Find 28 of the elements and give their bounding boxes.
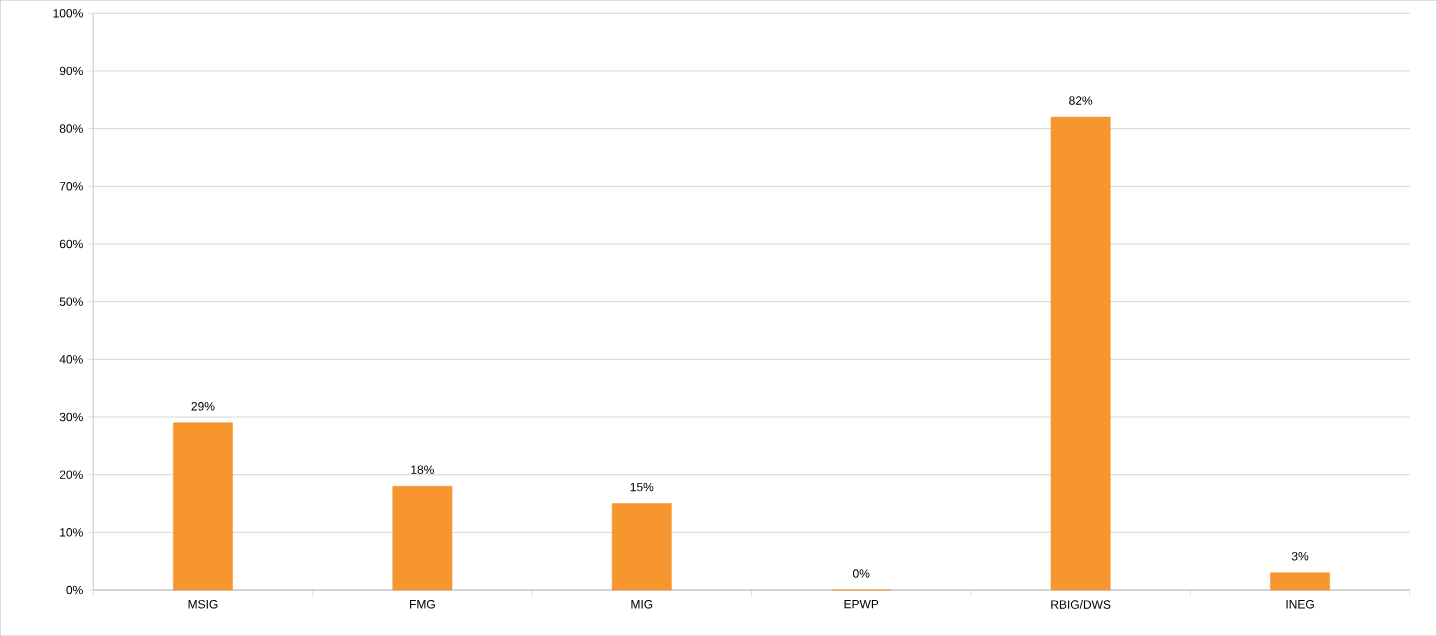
data-label: 0% (852, 569, 870, 578)
data-label: 18% (411, 465, 434, 474)
data-label: 3% (1291, 551, 1309, 561)
data-label: 15% (630, 482, 654, 492)
bar (611, 503, 672, 591)
y-tick-label: 70% (59, 181, 83, 191)
x-tick-label: RBIG/DWS (1051, 599, 1111, 609)
y-tick-label: 90% (59, 66, 83, 76)
y-tick-label: 40% (59, 354, 83, 364)
y-tick-label: 80% (59, 124, 83, 133)
bar (392, 485, 453, 591)
y-tick-label: 0% (66, 585, 83, 595)
y-tick-label: 60% (59, 239, 83, 249)
x-tick-label: FMG (410, 599, 435, 609)
data-label: 82% (1069, 96, 1093, 105)
x-tick-label: MIG (631, 599, 653, 609)
bar (173, 422, 233, 591)
y-tick-label: 50% (59, 297, 83, 306)
x-tick-label: MSIG (188, 599, 218, 609)
bar (1270, 572, 1330, 591)
y-tick-label: 10% (60, 527, 83, 537)
x-tick-label: EPWP (844, 599, 879, 609)
bar (1050, 116, 1111, 591)
data-label: 29% (191, 401, 215, 411)
x-tick-label: INEG (1286, 599, 1314, 609)
y-tick-label: 100% (53, 8, 83, 18)
y-tick-label: 20% (59, 470, 83, 479)
y-tick-label: 30% (59, 412, 83, 422)
